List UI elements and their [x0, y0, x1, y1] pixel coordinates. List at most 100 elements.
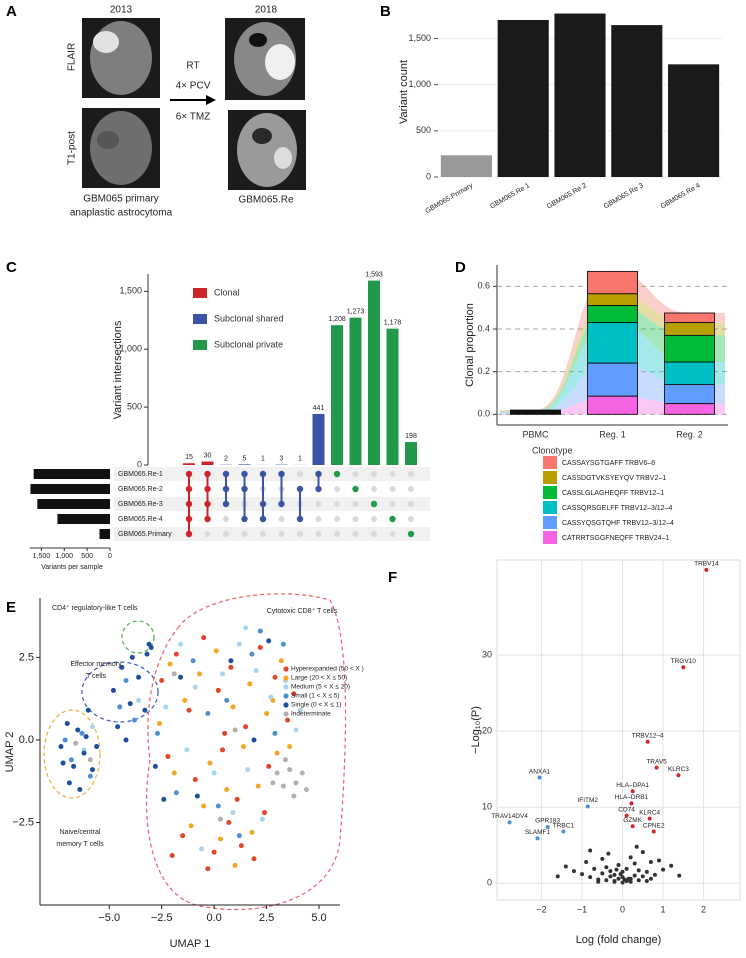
bar-segment — [587, 322, 638, 364]
point — [85, 707, 91, 713]
panel-letter: E — [6, 599, 16, 616]
point — [272, 674, 278, 680]
point — [224, 697, 230, 703]
empty-dot — [278, 531, 285, 537]
point-label: CD74 — [618, 806, 635, 813]
member-dot — [185, 515, 193, 523]
x-tick-label: −1 — [577, 904, 587, 914]
member-dot — [222, 485, 230, 493]
point — [644, 878, 649, 883]
point — [616, 863, 621, 868]
point — [535, 836, 540, 841]
value-label: 1 — [261, 456, 265, 463]
empty-dot — [315, 516, 322, 522]
legend-label: Large (20 < X ≤ 50) — [291, 675, 347, 682]
point — [270, 780, 276, 786]
point — [628, 879, 633, 884]
point — [188, 823, 194, 829]
point — [676, 773, 681, 778]
value-label: 5 — [243, 455, 247, 462]
member-dot — [241, 485, 248, 493]
y-tick-label: 0.0 — [477, 409, 490, 419]
set-size-bar — [30, 484, 111, 494]
member-dot — [389, 515, 396, 523]
member-dot — [185, 530, 193, 538]
x-tick-label: 500 — [81, 553, 93, 560]
point — [630, 789, 635, 794]
point — [220, 747, 226, 753]
legend-swatch — [193, 340, 207, 350]
legend-title: Clonotype — [532, 445, 573, 455]
point — [278, 658, 284, 664]
point — [285, 717, 291, 723]
y-tick-label: 500 — [127, 401, 142, 411]
legend-marker — [283, 711, 289, 717]
x-axis-label: UMAP 1 — [170, 938, 211, 950]
point — [87, 757, 93, 763]
empty-dot — [334, 516, 340, 522]
point — [199, 846, 205, 852]
point — [87, 773, 93, 779]
point-label: SLAMF1 — [525, 829, 551, 836]
point — [266, 763, 272, 769]
annotation: Naive/central — [60, 829, 101, 836]
point — [280, 783, 286, 789]
point — [66, 780, 72, 786]
empty-dot — [408, 501, 414, 507]
empty-dot — [315, 531, 322, 537]
bar-segment — [587, 293, 638, 306]
mri-lesion — [274, 147, 292, 169]
x-tick-label: 0 — [620, 904, 625, 914]
empty-dot — [278, 516, 285, 522]
point — [580, 872, 585, 877]
member-dot — [259, 515, 267, 523]
value-label: 15 — [185, 454, 193, 461]
point — [64, 720, 70, 726]
point — [632, 861, 637, 866]
point — [648, 859, 653, 864]
x-tick-label: 5.0 — [311, 912, 326, 924]
legend-label: CASSYQSGTQHF TRBV12–3/12–4 — [562, 520, 674, 527]
year-label: 2018 — [255, 5, 278, 16]
point — [159, 678, 165, 684]
point — [624, 866, 629, 871]
point — [243, 625, 249, 631]
annotation: T cells — [86, 673, 107, 680]
empty-dot — [352, 516, 359, 522]
point — [266, 638, 272, 644]
set-label: GBM065.Re-2 — [118, 486, 163, 493]
point — [163, 704, 169, 710]
point — [77, 786, 83, 792]
point — [75, 727, 81, 733]
legend-label: Hyperexpanded (50 < X ) — [291, 666, 364, 673]
bar — [201, 461, 214, 465]
bar — [238, 464, 251, 465]
point — [251, 737, 257, 743]
row-label: T1-post — [67, 131, 78, 165]
point — [249, 829, 255, 835]
point — [616, 876, 621, 881]
point — [596, 879, 601, 884]
point — [222, 730, 228, 736]
point — [259, 816, 265, 822]
bar-segment — [664, 322, 715, 336]
caption: anaplastic astrocytoma — [70, 208, 173, 219]
empty-dot — [297, 471, 303, 477]
point — [161, 796, 167, 802]
point — [255, 783, 261, 789]
legend-label: Small (1 < X ≤ 5) — [291, 693, 340, 700]
bar — [405, 442, 417, 465]
point-label: HLA–DRB1 — [615, 794, 649, 801]
point — [629, 801, 634, 806]
point — [194, 793, 200, 799]
mri-lesion — [93, 31, 119, 53]
point — [652, 872, 657, 877]
empty-dot — [371, 486, 377, 492]
point — [588, 875, 593, 880]
point — [257, 628, 263, 634]
treatment-label: 4× PCV — [176, 81, 211, 92]
x-tick-label: 1,000 — [56, 553, 74, 560]
point — [131, 717, 137, 723]
treatment-label: RT — [186, 61, 199, 72]
point — [604, 878, 609, 883]
